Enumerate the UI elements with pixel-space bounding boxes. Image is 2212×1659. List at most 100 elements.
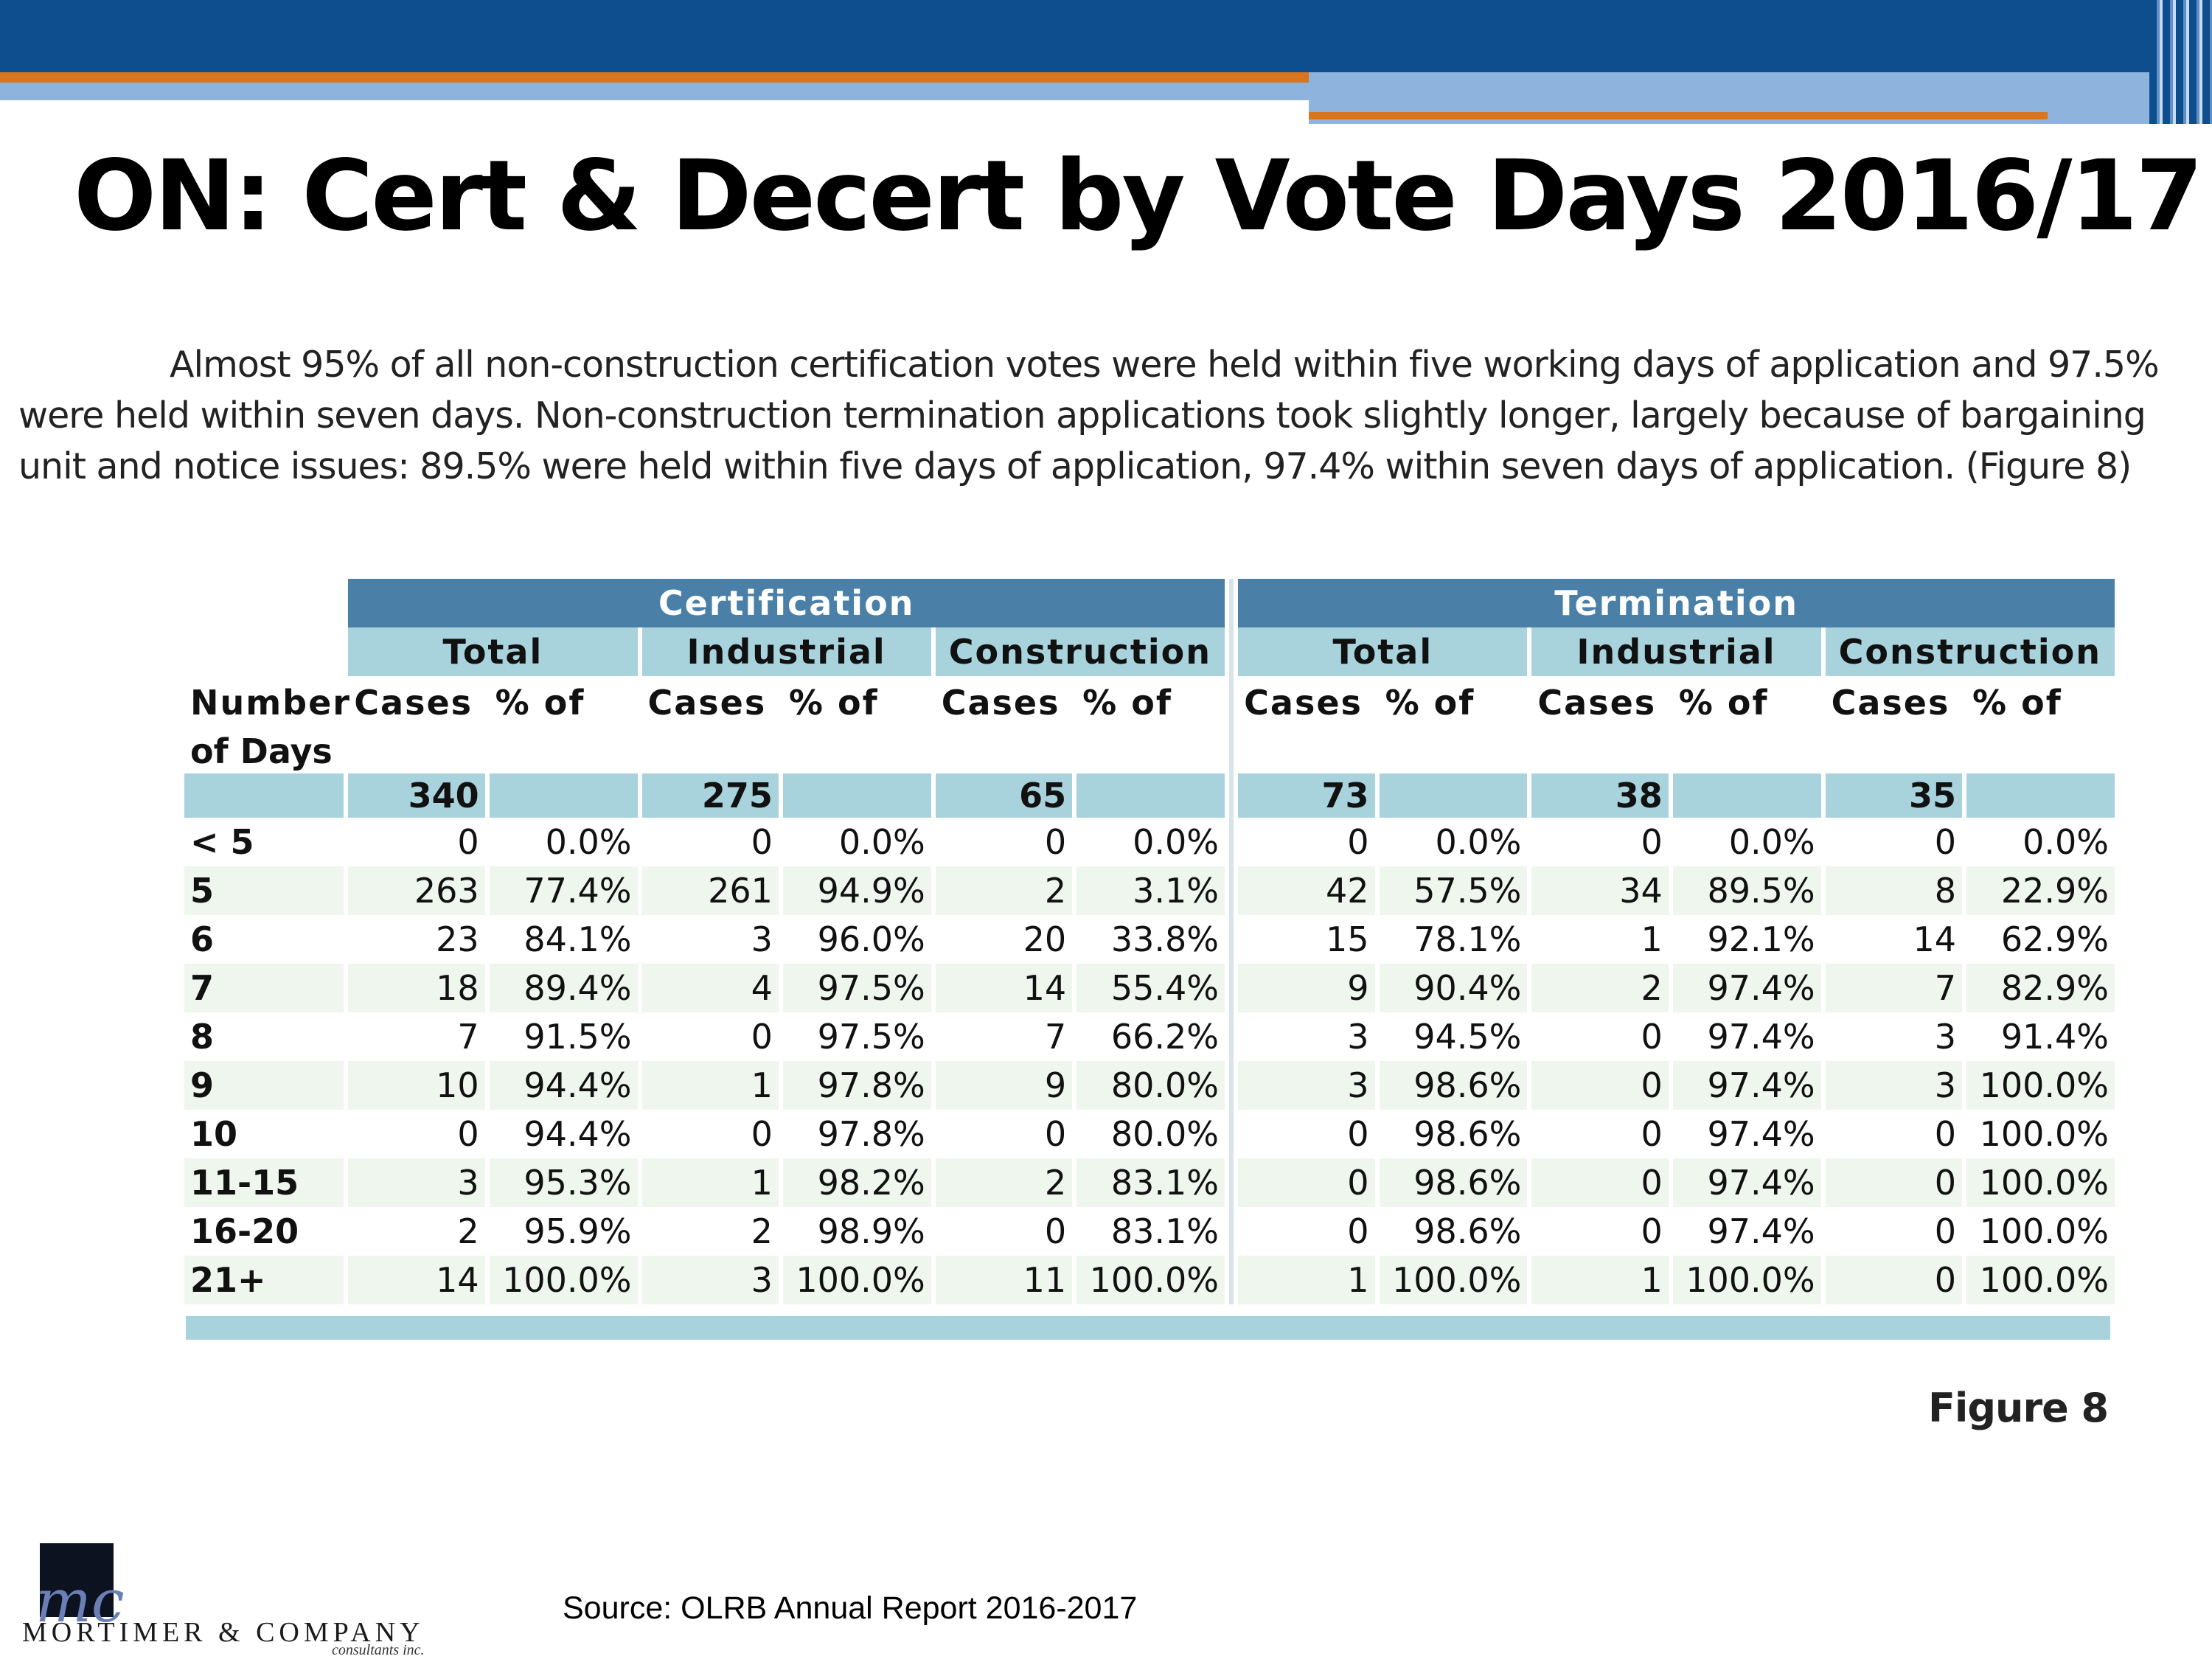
cases-cell: 14 (348, 1256, 485, 1304)
percent-cell: 100.0% (1077, 1256, 1225, 1304)
col-header-pct: % of (788, 683, 879, 723)
blank-cell (490, 729, 638, 773)
percent-cell: 83.1% (1077, 1158, 1225, 1207)
table-row: 5 263 77.4% 261 94.9% 2 3.1% 42 57.5% 34 89.5% 8 22.… (184, 866, 2115, 915)
percent-cell: 0.0% (2023, 822, 2109, 862)
percent-cell: 98.6% (1413, 1211, 1522, 1251)
cases-cell: 3 (1238, 1061, 1375, 1110)
percent-cell: 94.4% (489, 1061, 638, 1110)
percent-cell: 98.6% (1379, 1158, 1528, 1207)
percent-cell: 94.5% (1413, 1017, 1522, 1057)
cases-cell: 1 (641, 1061, 779, 1110)
percent-cell: 100.0% (1672, 1256, 1821, 1304)
column-divider (1229, 818, 1234, 866)
table-row: < 5 0 0.0% 0 0.0% 0 0.0% 0 0.0% 0 0.0% 0 0.0% (184, 818, 2115, 866)
percent-cell: 97.8% (782, 1061, 931, 1110)
figure-8-table-container: Certification Termination Total Industrial C… (184, 579, 2115, 1304)
percent-cell: 98.6% (1413, 1114, 1522, 1154)
percent-cell: 100.0% (1979, 1114, 2109, 1154)
percent-cell: 98.9% (817, 1211, 925, 1251)
cases-cell: 34 (1531, 866, 1669, 915)
column-divider (1229, 1110, 1234, 1158)
logo-square (40, 1543, 114, 1617)
percent-cell: 95.3% (489, 1158, 638, 1207)
column-divider (1229, 1061, 1234, 1110)
cases-cell: 2 (457, 1211, 479, 1251)
cases-cell: 0 (1934, 822, 1956, 862)
totals-label (184, 773, 344, 818)
blank-cell (1077, 729, 1225, 773)
blank-cell (1826, 729, 1962, 773)
percent-cell: 89.5% (1672, 866, 1821, 915)
percent-cell: 3.1% (1077, 866, 1225, 915)
col-header-pct: % of (1385, 683, 1475, 723)
column-divider (1229, 729, 1234, 773)
corner-blank (184, 627, 344, 676)
percent-cell: 82.9% (1966, 964, 2115, 1012)
cases-cell: 3 (348, 1158, 485, 1207)
row-label: 8 (190, 1017, 215, 1057)
percent-cell: 33.8% (1110, 919, 1219, 959)
percent-cell: 100.0% (1966, 1158, 2115, 1207)
group-certification: Certification (348, 579, 1225, 627)
percent-cell: 97.4% (1672, 1061, 1821, 1110)
total-pct-blank (782, 773, 931, 818)
column-divider (1229, 1158, 1234, 1207)
percent-cell: 97.5% (782, 964, 931, 1012)
blank-cell (1380, 729, 1528, 773)
cases-cell: 2 (751, 1211, 773, 1251)
accent-band (0, 83, 1309, 100)
col-header-cases: Cases (354, 683, 473, 723)
cases-cell: 10 (348, 1061, 485, 1110)
total-cases: 73 (1238, 773, 1375, 818)
column-divider (1229, 915, 1234, 964)
percent-cell: 78.1% (1413, 919, 1522, 959)
blank-cell (783, 729, 931, 773)
percent-cell: 91.4% (2000, 1017, 2109, 1057)
group-header-row: Certification Termination (184, 579, 2115, 627)
header-bar (0, 0, 2212, 72)
subgroup-header: Total (348, 627, 638, 676)
blank-cell (348, 729, 484, 773)
cases-cell: 0 (1934, 1114, 1956, 1154)
cases-cell: 7 (1825, 964, 1962, 1012)
cases-cell: 14 (1913, 919, 1956, 959)
cases-cell: 0 (1531, 1061, 1669, 1110)
table-row: 9 10 94.4% 1 97.8% 9 80.0% 3 98.6% 0 97.4% 3 100.0% (184, 1061, 2115, 1110)
cases-cell: 0 (1044, 1211, 1067, 1251)
percent-cell: 97.8% (817, 1114, 925, 1154)
vote-days-table: Certification Termination Total Industrial C… (180, 579, 2119, 1304)
blank-cell (1238, 729, 1374, 773)
cases-cell: 23 (436, 919, 479, 959)
percent-cell: 0.0% (838, 822, 925, 862)
percent-cell: 83.1% (1110, 1211, 1219, 1251)
percent-cell: 100.0% (1966, 1256, 2115, 1304)
cases-cell: 7 (1044, 1017, 1067, 1057)
row-label: 11-15 (184, 1158, 344, 1207)
cases-cell: 42 (1238, 866, 1375, 915)
figure-label: Figure 8 (1928, 1385, 2109, 1431)
accent-stripe-right (1309, 112, 2048, 119)
column-divider (1229, 1012, 1234, 1061)
percent-cell: 80.0% (1077, 1061, 1225, 1110)
cases-cell: 8 (1825, 866, 1962, 915)
company-logo: mc MORTIMER & COMPANY consultants inc. (22, 1530, 465, 1659)
cases-cell: 0 (1044, 822, 1067, 862)
percent-cell: 0.0% (1133, 822, 1219, 862)
col-header-cases: Cases (1244, 683, 1363, 723)
table-bottom-bar (186, 1316, 2110, 1340)
column-divider (1229, 964, 1234, 1012)
cases-cell: 0 (751, 1114, 773, 1154)
subgroup-header: Construction (935, 627, 1225, 676)
percent-cell: 66.2% (1110, 1017, 1219, 1057)
percent-cell: 94.4% (524, 1114, 632, 1154)
row-label: 9 (184, 1061, 344, 1110)
col-header-cases: Cases (647, 683, 767, 723)
percent-cell: 91.5% (524, 1017, 632, 1057)
cases-cell: 11 (935, 1256, 1073, 1304)
col-header-cases: Cases (1537, 683, 1657, 723)
summary-paragraph: Almost 95% of all non-construction certi… (18, 339, 2194, 492)
percent-cell: 0.0% (1435, 822, 1522, 862)
cases-cell: 0 (1044, 1114, 1067, 1154)
row-label: 16-20 (190, 1211, 299, 1251)
